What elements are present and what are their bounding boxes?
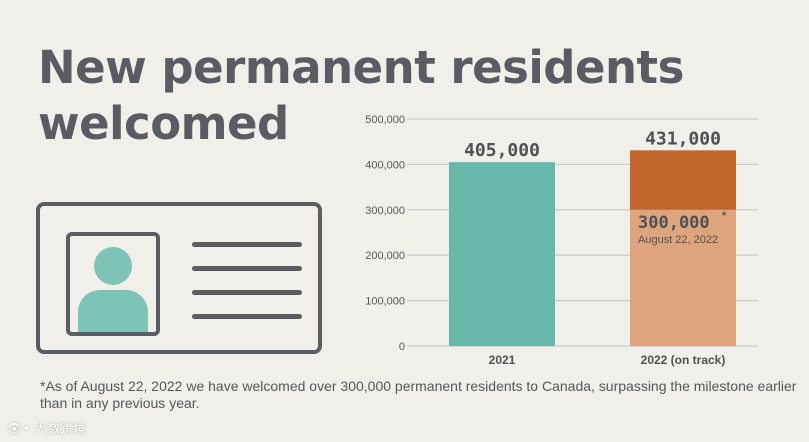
y-tick-label: 300,000 bbox=[365, 205, 405, 217]
milestone-label: 300,000 bbox=[638, 213, 710, 233]
footnote: *As of August 22, 2022 we have welcomed … bbox=[40, 378, 797, 411]
bar-value-label: 405,000 bbox=[464, 140, 540, 161]
card-text-line bbox=[192, 266, 302, 271]
id-card-icon bbox=[36, 202, 322, 354]
card-text-line bbox=[192, 290, 302, 295]
card-text-line bbox=[192, 314, 302, 319]
avatar-body bbox=[78, 290, 148, 332]
x-tick-label: 2022 (on track) bbox=[641, 353, 726, 367]
person-avatar-icon bbox=[66, 232, 160, 336]
watermark: 👁• 大数跨境 bbox=[6, 422, 87, 437]
x-tick-label: 2021 bbox=[489, 353, 516, 367]
bar-segment bbox=[630, 209, 736, 346]
y-tick-label: 200,000 bbox=[365, 250, 405, 262]
bar bbox=[449, 162, 555, 346]
y-tick-label: 500,000 bbox=[365, 114, 405, 126]
bar-chart: 0 100,000 200,000 300,000 400,000 500,000 405,… bbox=[365, 114, 758, 367]
bar-value-label: 431,000 bbox=[645, 128, 721, 149]
page-title: New permanent residents welcomed bbox=[38, 41, 684, 150]
y-tick-label: 400,000 bbox=[365, 159, 405, 171]
y-tick-label: 100,000 bbox=[365, 296, 405, 308]
milestone-sublabel: August 22, 2022 bbox=[638, 234, 718, 246]
milestone-marker: * bbox=[722, 210, 727, 222]
avatar-head bbox=[94, 247, 132, 285]
bar-segment bbox=[630, 150, 736, 210]
y-tick-label: 0 bbox=[399, 341, 405, 353]
card-text-line bbox=[192, 242, 302, 247]
